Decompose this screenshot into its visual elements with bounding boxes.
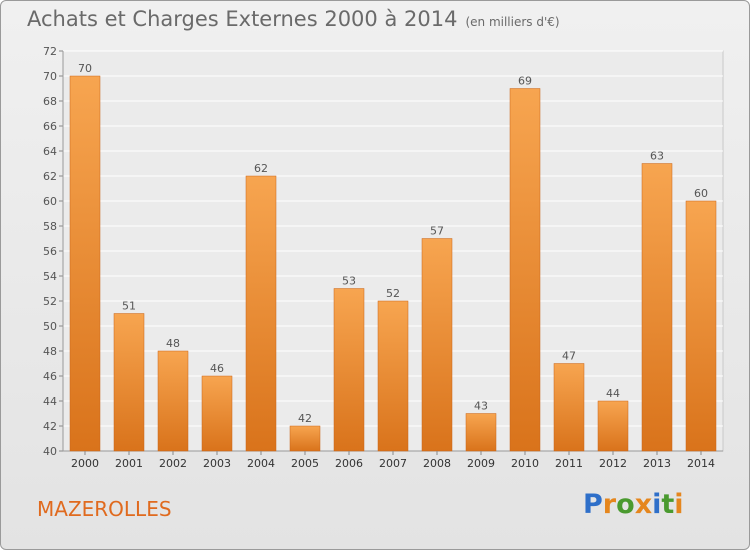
bar-2006 [333, 288, 365, 452]
logo-letter: t [661, 489, 675, 520]
bar-value-label: 52 [386, 287, 400, 300]
bar-value-label: 70 [78, 62, 92, 75]
x-tick-label: 2002 [159, 457, 187, 470]
y-tick-label: 56 [43, 245, 57, 258]
y-tick-label: 60 [43, 195, 57, 208]
y-tick-label: 70 [43, 70, 57, 83]
bar-2014 [685, 200, 717, 452]
bar-value-label: 57 [430, 225, 444, 238]
bar-value-label: 47 [562, 350, 576, 363]
y-tick-label: 72 [43, 45, 57, 58]
bar-2008 [421, 238, 453, 452]
logo-letter: x [634, 489, 653, 520]
logo-letter: P [583, 489, 603, 520]
y-tick-label: 42 [43, 420, 57, 433]
bar-value-label: 48 [166, 337, 180, 350]
chart-title: Achats et Charges Externes 2000 à 2014 (e… [27, 7, 560, 31]
y-tick-label: 40 [43, 445, 57, 458]
logo-letter: i [674, 489, 684, 520]
proxiti-logo: Proxiti [583, 489, 684, 520]
bar-value-label: 46 [210, 362, 224, 375]
y-tick-label: 62 [43, 170, 57, 183]
bar-2003 [201, 375, 233, 452]
x-tick-label: 2001 [115, 457, 143, 470]
logo-letter: r [602, 489, 617, 520]
y-tick-label: 64 [43, 145, 57, 158]
town-name: MAZEROLLES [37, 497, 172, 521]
bar-value-label: 69 [518, 75, 532, 88]
bar-2004 [245, 175, 277, 452]
bar-value-label: 62 [254, 162, 268, 175]
bar-value-label: 44 [606, 387, 620, 400]
bar-value-label: 53 [342, 275, 356, 288]
x-tick-label: 2012 [599, 457, 627, 470]
x-tick-label: 2009 [467, 457, 495, 470]
x-tick-label: 2013 [643, 457, 671, 470]
chart-title-text: Achats et Charges Externes 2000 à 2014 [27, 7, 458, 31]
y-tick-label: 52 [43, 295, 57, 308]
bar-2001 [113, 313, 145, 452]
bar-2010 [509, 88, 541, 452]
x-tick-label: 2007 [379, 457, 407, 470]
bar-value-label: 43 [474, 400, 488, 413]
bar-value-label: 51 [122, 300, 136, 313]
x-tick-label: 2003 [203, 457, 231, 470]
x-tick-label: 2004 [247, 457, 275, 470]
x-tick-label: 2008 [423, 457, 451, 470]
y-tick-label: 44 [43, 395, 57, 408]
y-tick-label: 46 [43, 370, 57, 383]
x-tick-label: 2010 [511, 457, 539, 470]
y-tick-label: 58 [43, 220, 57, 233]
y-tick-label: 66 [43, 120, 57, 133]
x-tick-label: 2005 [291, 457, 319, 470]
bar-2012 [597, 400, 629, 452]
bar-2013 [641, 163, 673, 452]
y-tick-label: 54 [43, 270, 57, 283]
logo-letter: o [616, 489, 635, 520]
x-tick-label: 2006 [335, 457, 363, 470]
x-tick-label: 2014 [687, 457, 715, 470]
bar-2005 [289, 425, 321, 452]
bar-2011 [553, 363, 585, 452]
chart-subtitle: (en milliers d'€) [465, 15, 560, 29]
x-tick-label: 2000 [71, 457, 99, 470]
logo-letter: i [652, 489, 662, 520]
y-tick-label: 68 [43, 95, 57, 108]
bar-2002 [157, 350, 189, 452]
bar-2009 [465, 413, 497, 452]
bar-value-label: 60 [694, 187, 708, 200]
y-tick-label: 50 [43, 320, 57, 333]
y-tick-label: 48 [43, 345, 57, 358]
bar-2000 [69, 75, 101, 452]
bar-value-label: 42 [298, 412, 312, 425]
bar-2007 [377, 300, 409, 452]
x-tick-label: 2011 [555, 457, 583, 470]
bar-value-label: 63 [650, 150, 664, 163]
